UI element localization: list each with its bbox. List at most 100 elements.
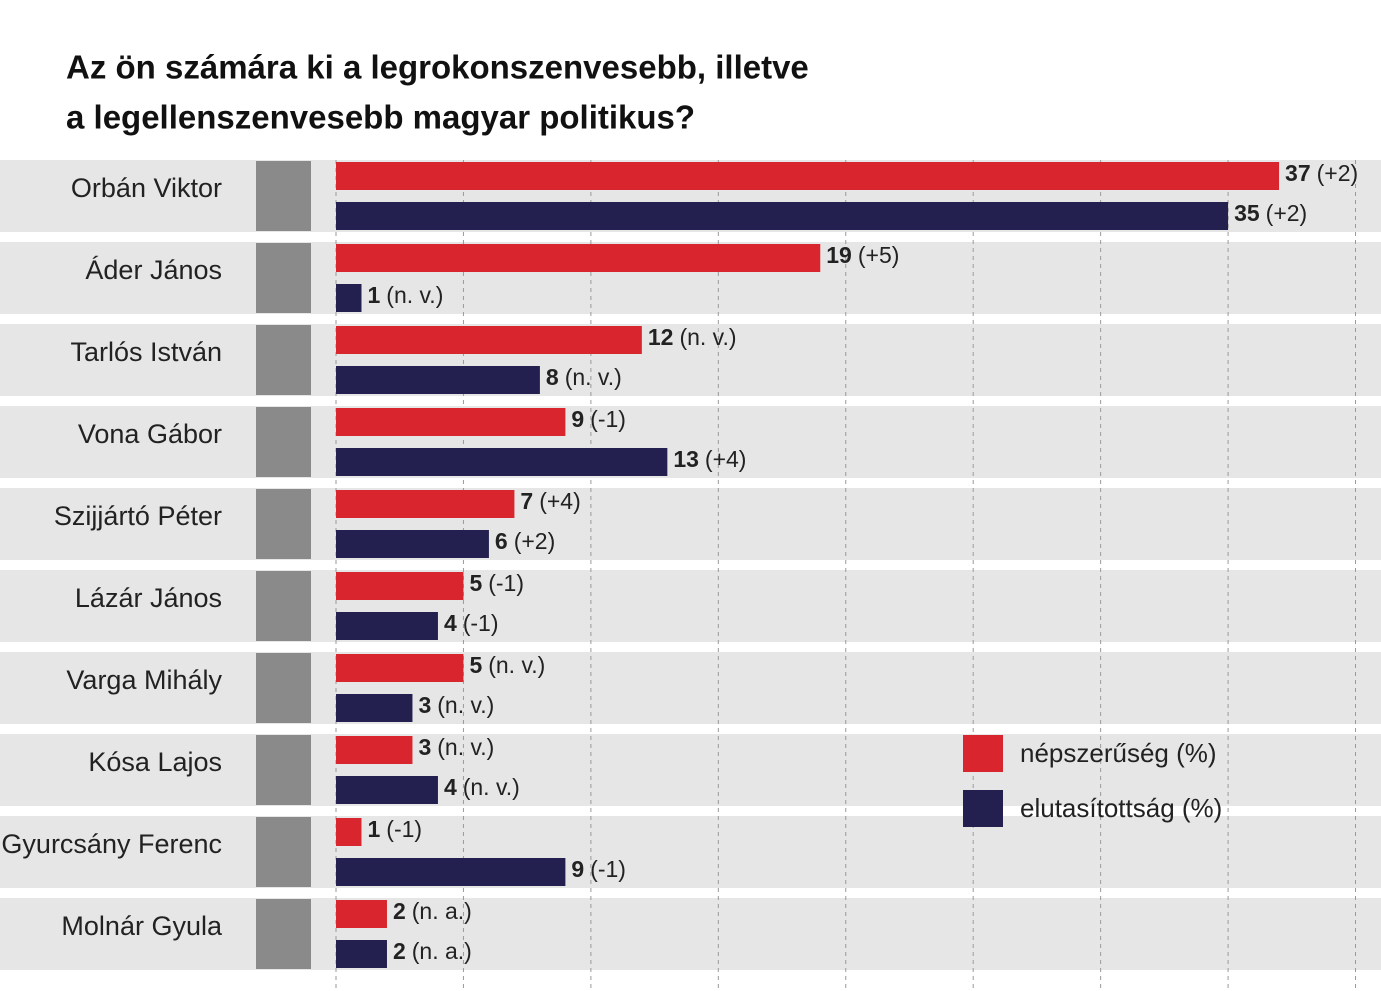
legend-label: népszerűség (%) (1020, 738, 1217, 768)
value-number: 7 (520, 488, 533, 514)
category-label: Kósa Lajos (88, 747, 222, 777)
value-change: (+2) (514, 528, 556, 554)
bar (336, 284, 362, 312)
value-number: 9 (571, 406, 584, 432)
bar (336, 818, 362, 846)
legend-label: elutasítottság (%) (1020, 793, 1222, 823)
portrait (256, 325, 311, 395)
bar (336, 612, 438, 640)
value-label: 1 (-1) (367, 816, 422, 842)
bar (336, 654, 464, 682)
value-change: (n. v.) (679, 324, 736, 350)
value-change: (-1) (386, 816, 422, 842)
value-change: (+2) (1266, 200, 1308, 226)
value-number: 12 (648, 324, 674, 350)
value-label: 3 (n. v.) (418, 734, 494, 760)
category-label: Lázár János (75, 583, 222, 613)
value-change: (-1) (488, 570, 524, 596)
plot: Orbán Viktor Áder János Tarlós István Vona … (1, 160, 1358, 969)
value-label: 7 (+4) (520, 488, 580, 514)
value-change: (n. v.) (463, 774, 520, 800)
value-change: (n. v.) (565, 364, 622, 390)
row-band (0, 734, 1381, 806)
legend-swatch (963, 735, 1003, 772)
value-number: 3 (418, 692, 431, 718)
portrait (256, 571, 311, 641)
value-change: (n. a.) (412, 938, 472, 964)
category-label: Orbán Viktor (71, 173, 222, 203)
legend-swatch (963, 790, 1003, 827)
portrait (256, 407, 311, 477)
value-number: 35 (1234, 200, 1260, 226)
value-change: (-1) (590, 856, 626, 882)
row-band (0, 324, 1381, 396)
value-label: 1 (n. v.) (367, 282, 443, 308)
value-change: (+4) (539, 488, 581, 514)
value-change: (n. a.) (412, 898, 472, 924)
category-label: Gyurcsány Ferenc (1, 829, 222, 859)
value-change: (n. v.) (437, 692, 494, 718)
bar (336, 162, 1280, 190)
bar (336, 408, 566, 436)
value-label: 2 (n. a.) (393, 938, 472, 964)
bar (336, 858, 566, 886)
value-label: 5 (n. v.) (469, 652, 545, 678)
portrait (256, 899, 311, 969)
value-number: 1 (367, 282, 380, 308)
bar (336, 736, 413, 764)
value-number: 5 (469, 570, 482, 596)
value-label: 5 (-1) (469, 570, 524, 596)
value-number: 2 (393, 898, 406, 924)
portrait (256, 653, 311, 723)
category-label: Szijjártó Péter (54, 501, 222, 531)
value-label: 4 (n. v.) (444, 774, 520, 800)
row-band (0, 488, 1381, 560)
value-number: 4 (444, 610, 457, 636)
category-label: Varga Mihály (66, 665, 222, 695)
bar (336, 940, 387, 968)
value-label: 13 (+4) (673, 446, 746, 472)
bar (336, 366, 540, 394)
value-number: 4 (444, 774, 457, 800)
bar (336, 448, 668, 476)
value-label: 3 (n. v.) (418, 692, 494, 718)
bar (336, 202, 1229, 230)
value-label: 37 (+2) (1285, 160, 1358, 186)
value-change: (+2) (1317, 160, 1359, 186)
value-label: 9 (-1) (571, 856, 626, 882)
category-label: Molnár Gyula (61, 911, 223, 941)
portrait (256, 817, 311, 887)
value-number: 13 (673, 446, 699, 472)
row-band (0, 898, 1381, 970)
value-number: 9 (571, 856, 584, 882)
value-change: (-1) (463, 610, 499, 636)
value-change: (+4) (705, 446, 747, 472)
value-label: 2 (n. a.) (393, 898, 472, 924)
portrait (256, 161, 311, 231)
chart-title: Az ön számára ki a legrokonszenvesebb, i… (66, 49, 809, 86)
bar (336, 530, 489, 558)
category-label: Tarlós István (70, 337, 222, 367)
row-band (0, 816, 1381, 888)
value-number: 19 (826, 242, 852, 268)
value-label: 9 (-1) (571, 406, 626, 432)
value-label: 6 (+2) (495, 528, 555, 554)
portrait (256, 735, 311, 805)
value-number: 3 (418, 734, 431, 760)
value-change: (n. v.) (488, 652, 545, 678)
row-band (0, 406, 1381, 478)
chart-title: a legellenszenvesebb magyar politikus? (66, 99, 695, 136)
value-change: (n. v.) (437, 734, 494, 760)
value-number: 8 (546, 364, 559, 390)
bar (336, 244, 821, 272)
value-label: 19 (+5) (826, 242, 899, 268)
row-band (0, 570, 1381, 642)
value-number: 1 (367, 816, 380, 842)
value-number: 5 (469, 652, 482, 678)
portrait (256, 489, 311, 559)
bar (336, 694, 413, 722)
value-change: (+5) (858, 242, 900, 268)
value-number: 37 (1285, 160, 1311, 186)
value-label: 12 (n. v.) (648, 324, 737, 350)
value-change: (-1) (590, 406, 626, 432)
